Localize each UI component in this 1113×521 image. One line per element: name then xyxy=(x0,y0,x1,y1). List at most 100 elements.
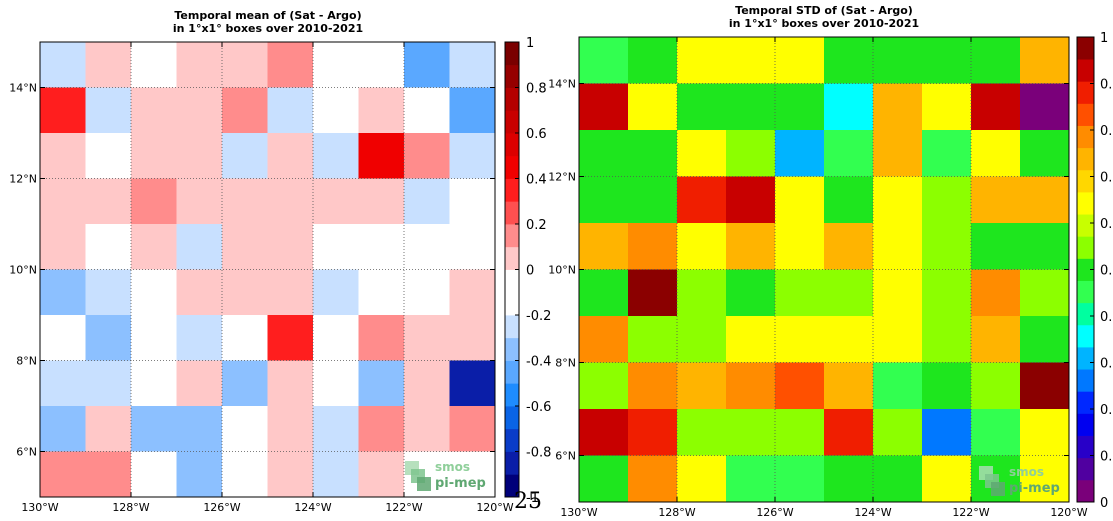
heatmap-cell xyxy=(40,87,86,134)
colorbar-segment xyxy=(1077,214,1094,237)
heatmap-cell xyxy=(313,87,359,134)
heatmap-cell xyxy=(775,130,825,177)
heatmap-cell xyxy=(131,178,177,225)
logo-square xyxy=(991,482,1005,496)
heatmap-cell xyxy=(628,316,678,363)
colorbar-tick-label: 0. xyxy=(1100,78,1112,93)
heatmap-cell xyxy=(922,37,972,84)
heatmap-cell xyxy=(579,316,629,363)
heatmap-cell xyxy=(449,224,496,270)
colorbar-segment xyxy=(1077,324,1094,348)
heatmap-cell xyxy=(579,130,629,177)
heatmap-cell xyxy=(824,223,874,270)
colorbar-tick-label: 0.8 xyxy=(526,82,547,97)
heatmap-cell xyxy=(677,409,727,456)
heatmap-cell xyxy=(579,176,629,224)
heatmap-cell xyxy=(131,133,177,179)
heatmap-cell xyxy=(775,409,825,456)
colorbar-tick-label: 0.6 xyxy=(526,127,547,142)
y-tick-label: 14°N xyxy=(9,82,37,95)
heatmap-cell xyxy=(313,451,359,498)
heatmap-cell xyxy=(971,37,1021,84)
colorbar-tick-label: 1 xyxy=(1100,31,1108,46)
heatmap-cell xyxy=(222,360,268,407)
heatmap-cell xyxy=(85,42,132,88)
heatmap-cell xyxy=(449,315,496,361)
heatmap-cell xyxy=(131,269,177,316)
colorbar-segment xyxy=(1077,103,1094,126)
colorbar-segment xyxy=(1077,369,1094,392)
heatmap-cell xyxy=(579,83,629,131)
colorbar-tick-label: 0. xyxy=(1100,217,1112,232)
x-tick-label: 122°W xyxy=(952,506,989,519)
heatmap-cell xyxy=(726,362,776,410)
logo-text-pimep: pi-mep xyxy=(1009,481,1060,496)
heatmap-cell xyxy=(775,37,825,84)
chart-subtitle: in 1°x1° boxes over 2010-2021 xyxy=(173,22,363,35)
heatmap-cell xyxy=(579,409,629,456)
x-tick-label: 124°W xyxy=(294,501,331,514)
heatmap-cell xyxy=(222,315,268,361)
colorbar-segment xyxy=(1077,302,1094,326)
heatmap-cell xyxy=(922,269,972,317)
heatmap-cell xyxy=(222,269,268,316)
heatmap-cell xyxy=(222,224,268,270)
heatmap-cell xyxy=(267,269,314,316)
heatmap-cell xyxy=(775,455,825,503)
heatmap-cell xyxy=(131,224,177,270)
heatmap-cell xyxy=(131,406,177,452)
x-tick-label: 120°W xyxy=(476,501,513,514)
heatmap-cell xyxy=(267,133,314,179)
heatmap-cell xyxy=(726,316,776,363)
heatmap-cell xyxy=(222,87,268,134)
heatmap-cell xyxy=(873,223,923,270)
colorbar-segment xyxy=(1077,413,1094,436)
heatmap-cell xyxy=(726,130,776,177)
heatmap-cell xyxy=(824,37,874,84)
heatmap-cell xyxy=(971,130,1021,177)
heatmap-cell xyxy=(579,223,629,270)
heatmap-cell xyxy=(677,455,727,503)
heatmap-cell xyxy=(222,178,268,225)
x-tick-label: 120°W xyxy=(1050,506,1087,519)
heatmap-cell xyxy=(579,362,629,410)
colorbar-tick-label: 0.4 xyxy=(526,173,547,188)
heatmap-cell xyxy=(85,315,132,361)
heatmap-cell xyxy=(449,133,496,179)
heatmap-cell xyxy=(313,133,359,179)
heatmap-cell xyxy=(726,223,776,270)
heatmap-cell xyxy=(176,87,223,134)
heatmap-cell xyxy=(222,42,268,88)
heatmap-cell xyxy=(85,178,132,225)
colorbar-segment xyxy=(505,406,519,430)
heatmap-cell xyxy=(873,269,923,317)
colorbar-tick-label: -1 xyxy=(526,491,539,506)
heatmap-cell xyxy=(176,224,223,270)
heatmap-cell xyxy=(775,176,825,224)
heatmap-cell xyxy=(40,360,86,407)
smos-pimep-logo: smos pi-mep xyxy=(979,465,1060,496)
heatmap-cell xyxy=(1020,362,1070,410)
heatmap-cell xyxy=(971,223,1021,270)
heatmap-cell xyxy=(40,133,86,179)
heatmap-cell xyxy=(358,87,405,134)
heatmap-cell xyxy=(313,315,359,361)
heatmap-cell xyxy=(176,133,223,179)
heatmap-cell xyxy=(775,83,825,131)
heatmap-cell xyxy=(677,83,727,131)
y-tick-label: 12°N xyxy=(548,171,576,184)
y-tick-label: 8°N xyxy=(555,357,576,370)
heatmap-cell xyxy=(449,178,496,225)
heatmap-cell xyxy=(222,406,268,452)
heatmap-cell xyxy=(971,176,1021,224)
colorbar-segment xyxy=(1077,258,1094,281)
heatmap-cell xyxy=(85,133,132,179)
heatmap-cell xyxy=(40,42,86,88)
colorbar-tick-label: 0. xyxy=(1100,124,1112,139)
heatmap-cell xyxy=(85,360,132,407)
heatmap-cell xyxy=(824,176,874,224)
heatmap-cell xyxy=(971,83,1021,131)
std-panel: 130°W 128°W 126°W 124°W 122°W 120°W 6°N 8°N 10°N… xyxy=(548,4,1112,519)
heatmap-cell xyxy=(267,451,314,498)
heatmap-cell xyxy=(873,409,923,456)
